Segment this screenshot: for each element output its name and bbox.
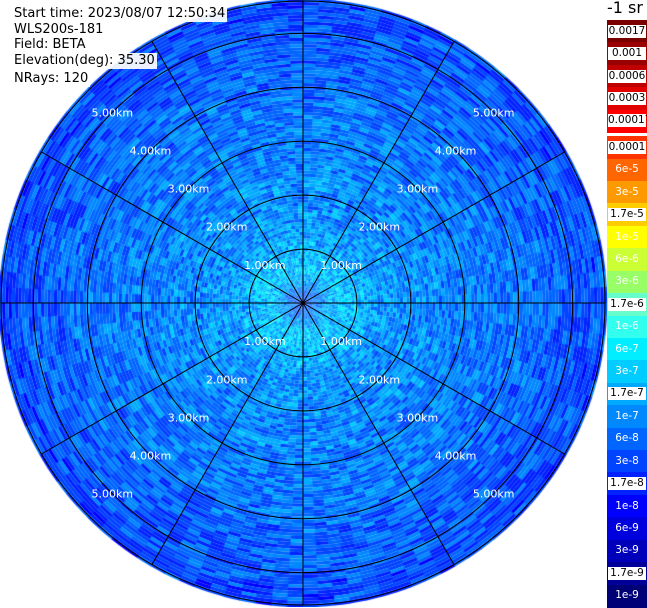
colorbar-swatch xyxy=(607,158,647,182)
colorbar-swatch xyxy=(607,248,647,272)
azimuth-spoke xyxy=(151,41,304,304)
azimuth-spoke xyxy=(302,302,565,455)
colorbar-swatch xyxy=(607,494,647,518)
colorbar-tick-label: 1e-7 xyxy=(615,409,639,422)
colorbar-tick-label: 1.7e-7 xyxy=(608,387,646,401)
colorbar-swatch xyxy=(607,450,647,474)
colorbar-swatch xyxy=(607,539,647,563)
colorbar-swatch xyxy=(607,270,647,294)
colorbar-tick-label: 3e-8 xyxy=(615,454,639,467)
range-ring-label: 1.00km xyxy=(244,259,286,272)
azimuth-spoke xyxy=(302,302,455,565)
colorbar-swatch xyxy=(607,315,647,339)
colorbar-tick-label: 3e-7 xyxy=(615,365,639,378)
range-ring-label: 4.00km xyxy=(130,144,172,157)
colorbar-tick-label: 1.7e-5 xyxy=(608,208,646,222)
colorbar-tick-label: 6e-6 xyxy=(615,252,639,265)
colorbar-swatch xyxy=(607,517,647,541)
range-ring-label: 5.00km xyxy=(92,488,134,501)
range-ring-label: 1.00km xyxy=(320,335,362,348)
colorbar-tick-label: 1.7e-9 xyxy=(608,566,646,580)
colorbar-tick-label: 0.0017 xyxy=(608,24,646,38)
range-ring-label: 1.00km xyxy=(244,335,286,348)
colorbar-swatch xyxy=(607,360,647,384)
colorbar-swatch xyxy=(607,180,647,204)
range-ring-label: 3.00km xyxy=(397,411,439,424)
range-ring-label: 5.00km xyxy=(473,488,515,501)
colorbar: 0.0017 0.001 0.0006 0.0003 0.00017 0.0001 6e-5… xyxy=(607,20,647,608)
colorbar-tick-label: 6e-5 xyxy=(615,163,639,176)
azimuth-spoke xyxy=(302,151,565,304)
azimuth-spoke xyxy=(41,302,304,455)
colorbar-tick-label: 3e-9 xyxy=(615,544,639,557)
range-ring-label: 5.00km xyxy=(92,106,134,119)
colorbar-tick-label: 1.7e-8 xyxy=(608,477,646,491)
start-time-label: Start time: 2023/08/07 12:50:34 xyxy=(12,6,228,22)
colorbar-swatch xyxy=(607,405,647,429)
range-ring-label: 2.00km xyxy=(206,373,248,386)
ppi-grid-overlay: 1.00km 1.00km 1.00km 1.00km 2.00km 2.00km 2.00… xyxy=(0,0,606,606)
colorbar-tick-label: 3e-6 xyxy=(615,275,639,288)
colorbar-tick-label: 6e-7 xyxy=(615,342,639,355)
range-ring-label: 4.00km xyxy=(435,144,477,157)
colorbar-tick-label: 0.001 xyxy=(608,47,646,61)
colorbar-tick-label: 1.7e-6 xyxy=(608,297,646,311)
colorbar-tick-label: 0.00017 xyxy=(608,114,647,128)
range-ring-label: 5.00km xyxy=(473,106,515,119)
elevation-label: Elevation(deg): 35.30 xyxy=(12,53,157,69)
range-ring-label: 2.00km xyxy=(206,221,248,234)
range-ring-label: 1.00km xyxy=(320,259,362,272)
colorbar-swatch xyxy=(607,584,647,608)
colorbar-swatch xyxy=(607,427,647,451)
colorbar-tick-label: 0.0006 xyxy=(608,69,646,83)
colorbar-tick-label: 6e-8 xyxy=(615,432,639,445)
colorbar-tick-label: 0.0001 xyxy=(608,140,646,154)
nrays-label: NRays: 120 xyxy=(12,71,91,87)
azimuth-spoke xyxy=(302,41,455,304)
field-label: Field: BETA xyxy=(12,37,88,53)
colorbar-tick-label: 3e-5 xyxy=(615,185,639,198)
range-ring-label: 4.00km xyxy=(130,450,172,463)
range-ring-label: 3.00km xyxy=(168,183,210,196)
colorbar-swatch xyxy=(607,225,647,249)
colorbar-tick-label: 1e-6 xyxy=(615,320,639,333)
range-ring-label: 2.00km xyxy=(358,373,400,386)
range-ring-label: 2.00km xyxy=(358,221,400,234)
azimuth-spoke xyxy=(151,302,304,565)
colorbar-unit-title: -1 sr xyxy=(607,0,643,17)
azimuth-spoke xyxy=(41,151,304,304)
range-ring-label: 3.00km xyxy=(397,183,439,196)
colorbar-tick-label: 6e-9 xyxy=(615,522,639,535)
colorbar-tick-label: 1e-8 xyxy=(615,499,639,512)
instrument-label: WLS200s-181 xyxy=(12,22,106,38)
range-ring-label: 4.00km xyxy=(435,450,477,463)
colorbar-tick-label: 1e-9 xyxy=(615,589,639,602)
range-ring-label: 3.00km xyxy=(168,411,210,424)
colorbar-tick-label: 0.0003 xyxy=(608,91,646,105)
colorbar-tick-label: 1e-5 xyxy=(615,230,639,243)
colorbar-swatch xyxy=(607,337,647,361)
